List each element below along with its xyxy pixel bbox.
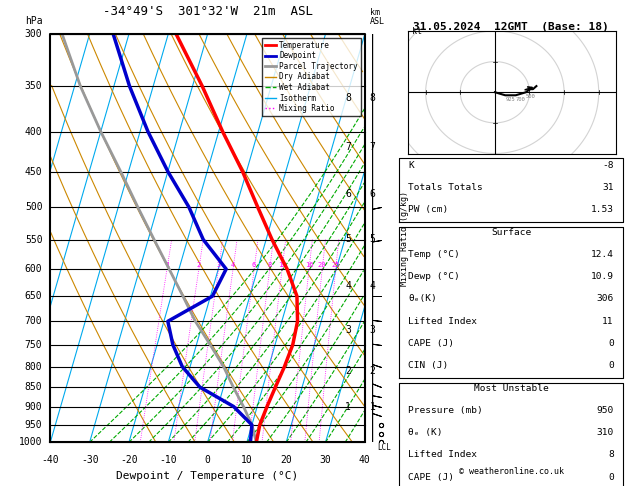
- Text: 1: 1: [370, 401, 376, 412]
- Text: -30: -30: [81, 454, 99, 465]
- Text: 950: 950: [25, 420, 43, 430]
- Text: 8: 8: [608, 451, 614, 459]
- Text: 650: 650: [25, 291, 43, 301]
- Text: Most Unstable: Most Unstable: [474, 384, 548, 393]
- Text: 16: 16: [304, 262, 313, 268]
- Text: Totals Totals: Totals Totals: [408, 183, 483, 192]
- Text: θₑ (K): θₑ (K): [408, 428, 443, 437]
- Text: 350: 350: [25, 81, 43, 91]
- Text: 10: 10: [278, 262, 286, 268]
- Text: -34°49'S  301°32'W  21m  ASL: -34°49'S 301°32'W 21m ASL: [103, 5, 313, 17]
- Text: Mixing Ratio (g/kg): Mixing Ratio (g/kg): [399, 191, 409, 286]
- Text: 950: 950: [596, 406, 614, 415]
- Text: 3: 3: [216, 262, 221, 268]
- Text: 900: 900: [25, 401, 43, 412]
- Text: 2: 2: [370, 366, 376, 376]
- Text: 5: 5: [370, 234, 376, 244]
- Text: 1: 1: [345, 401, 351, 412]
- Text: 25: 25: [331, 262, 340, 268]
- Text: 1.53: 1.53: [591, 205, 614, 214]
- Text: -8: -8: [603, 160, 614, 170]
- Text: 550: 550: [25, 235, 43, 244]
- Text: CAPE (J): CAPE (J): [408, 473, 454, 482]
- Text: 500: 500: [25, 202, 43, 212]
- Text: 0: 0: [204, 454, 211, 465]
- Text: 30: 30: [320, 454, 331, 465]
- Text: 20: 20: [318, 262, 326, 268]
- Text: 8: 8: [370, 93, 376, 103]
- Text: 2: 2: [197, 262, 201, 268]
- Text: 400: 400: [25, 126, 43, 137]
- Text: 11: 11: [603, 316, 614, 326]
- Text: CIN (J): CIN (J): [408, 361, 448, 370]
- Text: PW (cm): PW (cm): [408, 205, 448, 214]
- Text: 310: 310: [596, 428, 614, 437]
- Text: 3: 3: [345, 325, 351, 335]
- Text: 7: 7: [345, 142, 351, 152]
- Text: -10: -10: [159, 454, 177, 465]
- Text: K: K: [408, 160, 414, 170]
- Text: 450: 450: [25, 167, 43, 176]
- Text: -40: -40: [42, 454, 59, 465]
- Text: 7: 7: [370, 142, 376, 152]
- Text: 1000: 1000: [19, 437, 43, 447]
- Text: 850: 850: [25, 382, 43, 392]
- Text: Dewp (°C): Dewp (°C): [408, 272, 460, 281]
- Text: 0: 0: [608, 473, 614, 482]
- Text: 40: 40: [359, 454, 370, 465]
- Text: 12.4: 12.4: [591, 250, 614, 259]
- Text: 6: 6: [345, 189, 351, 199]
- Text: km
ASL: km ASL: [370, 8, 384, 26]
- Text: 0: 0: [608, 339, 614, 348]
- Text: Pressure (mb): Pressure (mb): [408, 406, 483, 415]
- Text: 306: 306: [596, 295, 614, 303]
- Text: Dewpoint / Temperature (°C): Dewpoint / Temperature (°C): [116, 471, 299, 481]
- Text: 31.05.2024  12GMT  (Base: 18): 31.05.2024 12GMT (Base: 18): [413, 21, 609, 32]
- Text: Temp (°C): Temp (°C): [408, 250, 460, 259]
- Text: © weatheronline.co.uk: © weatheronline.co.uk: [459, 468, 564, 476]
- Text: 800: 800: [25, 362, 43, 372]
- Text: CAPE (J): CAPE (J): [408, 339, 454, 348]
- Text: 10.9: 10.9: [591, 272, 614, 281]
- Text: 4: 4: [370, 280, 376, 291]
- Text: 750: 750: [25, 340, 43, 350]
- Text: 4: 4: [231, 262, 235, 268]
- Text: hPa: hPa: [25, 16, 43, 26]
- Text: 5: 5: [345, 234, 351, 244]
- Text: 31: 31: [603, 183, 614, 192]
- Text: 20: 20: [281, 454, 292, 465]
- Text: 6: 6: [252, 262, 256, 268]
- Text: 600: 600: [25, 264, 43, 274]
- Text: -20: -20: [120, 454, 138, 465]
- Text: 8: 8: [345, 93, 351, 103]
- Text: LCL: LCL: [377, 443, 391, 452]
- Text: Lifted Index: Lifted Index: [408, 316, 477, 326]
- Text: 1: 1: [165, 262, 169, 268]
- Text: 2: 2: [345, 366, 351, 376]
- Legend: Temperature, Dewpoint, Parcel Trajectory, Dry Adiabat, Wet Adiabat, Isotherm, Mi: Temperature, Dewpoint, Parcel Trajectory…: [262, 38, 361, 116]
- Text: 700: 700: [25, 316, 43, 326]
- Text: 10: 10: [241, 454, 253, 465]
- Text: Lifted Index: Lifted Index: [408, 451, 477, 459]
- Text: 6: 6: [370, 189, 376, 199]
- Text: 0: 0: [608, 361, 614, 370]
- Text: 300: 300: [25, 29, 43, 39]
- Text: 4: 4: [345, 280, 351, 291]
- Text: θₑ(K): θₑ(K): [408, 295, 437, 303]
- Text: 3: 3: [370, 325, 376, 335]
- Text: Surface: Surface: [491, 228, 531, 237]
- Text: 8: 8: [267, 262, 272, 268]
